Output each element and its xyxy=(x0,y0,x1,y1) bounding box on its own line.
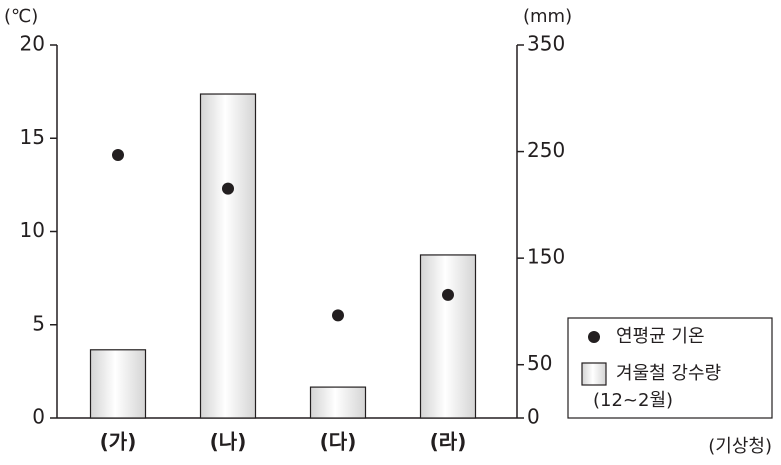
y-tick-label: 15 xyxy=(20,125,45,149)
legend-label: 겨울철 강수량 xyxy=(616,363,721,384)
y-tick-label: 5 xyxy=(32,311,45,335)
legend-marker xyxy=(581,362,607,386)
y-tick-label: 10 xyxy=(20,218,45,242)
y2-tick-label: 150 xyxy=(527,245,565,269)
bar xyxy=(309,386,367,419)
y2-tick-label: 50 xyxy=(527,351,552,375)
y-tick-label: 0 xyxy=(32,405,45,429)
x-tick-label: (다) xyxy=(320,430,357,454)
dot xyxy=(112,149,124,162)
bar xyxy=(419,254,477,419)
x-tick-label: (라) xyxy=(430,430,467,454)
dot xyxy=(222,182,234,195)
y2-unit: (mm) xyxy=(523,6,572,27)
x-tick-label: (나) xyxy=(210,430,247,454)
legend-note: (12~2월) xyxy=(593,390,673,411)
source: (기상청) xyxy=(708,436,772,457)
bar xyxy=(89,349,147,419)
y2-tick-label: 250 xyxy=(527,138,565,162)
dot xyxy=(332,309,344,322)
legend-marker xyxy=(588,331,600,343)
dot xyxy=(442,288,454,301)
y-tick-label: 20 xyxy=(20,32,45,56)
bar xyxy=(199,93,257,419)
y2-tick-label: 350 xyxy=(527,32,565,56)
legend-label: 연평균 기온 xyxy=(616,326,705,347)
x-tick-label: (가) xyxy=(100,430,137,454)
y-unit: (℃) xyxy=(4,6,38,27)
y2-tick-label: 0 xyxy=(527,405,540,429)
